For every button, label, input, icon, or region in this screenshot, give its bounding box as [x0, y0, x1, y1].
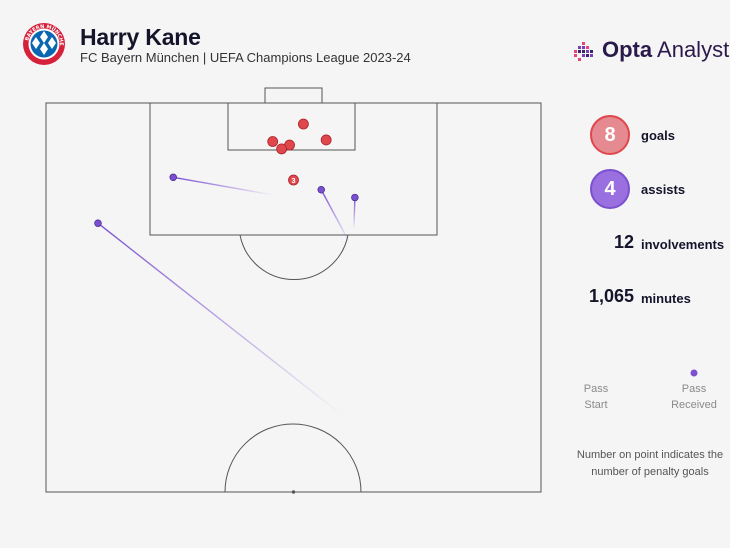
pitch-outline [45, 102, 542, 493]
centre-circle [224, 423, 362, 493]
stat-assists: 4 assists [580, 169, 730, 213]
stat-label: involvements [641, 237, 725, 252]
bayern-crest-logo: FC BAYERN MÜNCHEN [22, 22, 65, 65]
brand-dot [582, 46, 585, 49]
page-subtitle: FC Bayern München | UEFA Champions Leagu… [80, 50, 411, 65]
legend-pass-line [594, 369, 698, 377]
stat-value: 1,065 [588, 286, 634, 306]
assist-pass-line [353, 197, 356, 230]
goal-point [297, 118, 309, 130]
penalty-goal-count: 3 [291, 176, 295, 185]
assist-pass-line [320, 189, 350, 242]
penalty-note: Number on point indicates the number of … [576, 449, 724, 478]
brand-dot [590, 54, 593, 57]
brand-dot [586, 54, 589, 57]
brand-dot [582, 50, 585, 53]
brand-dot [578, 58, 581, 61]
goal-point [276, 143, 288, 155]
assist-point [94, 219, 102, 227]
pitch-lines [45, 87, 542, 494]
assist-pass-line [173, 176, 273, 196]
goal-frame [264, 87, 323, 104]
brand-dot [582, 54, 585, 57]
penalty-arc [239, 234, 349, 280]
stat-goals: 8 goals [580, 115, 730, 159]
assist-point [351, 193, 359, 202]
brand-bold: Opta [602, 37, 653, 62]
stat-involvements: 12 involvements [580, 224, 730, 268]
header: FC BAYERN MÜNCHEN Harry Kane FC Bayern M… [0, 0, 730, 80]
penalty-box [149, 102, 438, 236]
stat-value-badge: 4 [590, 169, 630, 209]
page-title: Harry Kane [80, 24, 201, 50]
goal-point [267, 136, 279, 147]
brand-dot [574, 50, 577, 53]
brand-dot [578, 50, 581, 53]
stat-label: goals [641, 128, 675, 143]
brand-dot [590, 50, 593, 53]
assist-point [169, 173, 177, 181]
brand-dot [582, 42, 585, 45]
opta-analyst-logo: Opta Analyst [568, 36, 730, 66]
legend-pass-received: Pass Received [671, 383, 717, 411]
brand-dot [578, 46, 581, 49]
stat-value: 12 [613, 232, 634, 252]
legend-end-dot [690, 369, 698, 377]
brand-dot [586, 46, 589, 49]
centre-spot [291, 490, 296, 494]
opta-dots-icon [574, 42, 593, 61]
assists-layer [94, 173, 359, 415]
stat-label: minutes [641, 291, 691, 306]
stat-label: assists [641, 182, 686, 197]
goals-layer: 3 [267, 118, 332, 186]
stat-value-badge: 8 [590, 115, 630, 155]
assist-point [317, 186, 325, 194]
goal-point [320, 134, 332, 146]
legend-pass-start: Pass Start [583, 383, 609, 411]
brand-dot [574, 54, 577, 57]
assist-pass-line [97, 222, 342, 415]
brand-dot [586, 50, 589, 53]
goal-point [288, 174, 299, 186]
stat-minutes: 1,065 minutes [580, 278, 730, 322]
brand-rest: Analyst [657, 37, 730, 62]
